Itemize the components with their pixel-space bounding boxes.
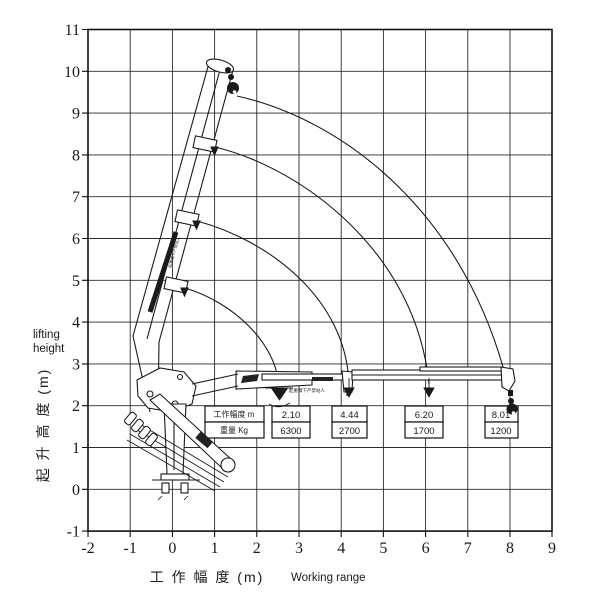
boom-logo-mid	[312, 377, 333, 381]
lift-cylinder	[147, 231, 179, 313]
load-table-text: 工作幅度 m 重量 Kg 2.10 6300 4.44 2700 6.20 17…	[214, 409, 512, 437]
y-tick: 0	[72, 482, 80, 499]
y-axis-label-en-line2: height	[33, 343, 65, 355]
foot-right	[180, 482, 189, 494]
y-tick: -1	[67, 524, 80, 541]
x-tick: -2	[81, 540, 94, 557]
weight-value: 1200	[490, 426, 511, 437]
jib-logo	[195, 431, 213, 449]
y-tick: 7	[72, 189, 80, 206]
y-tick: 2	[72, 398, 80, 415]
weight-value: 2700	[339, 426, 360, 437]
warning-text: 起重臂下严禁站人	[289, 387, 325, 394]
table-header-weight-cell	[204, 421, 265, 439]
arc-radius-8-01	[236, 95, 510, 391]
arc-radius-6-20	[214, 146, 430, 385]
load-table	[204, 405, 519, 439]
crane-folded-jib	[124, 393, 236, 492]
x-tick: 7	[464, 540, 472, 557]
y-tick: 5	[72, 273, 80, 290]
y-tick: 3	[72, 356, 80, 373]
table-cell	[404, 421, 444, 439]
radius-value: 4.44	[340, 410, 359, 421]
y-tick: 9	[72, 106, 80, 123]
radius-value: 6.20	[415, 410, 434, 421]
down-arrow-marker	[271, 388, 288, 401]
x-tick: 0	[168, 540, 176, 557]
table-cell	[484, 421, 519, 439]
foot-left	[161, 482, 170, 494]
y-tick: 10	[64, 64, 80, 81]
pedestal	[160, 473, 190, 481]
crane-horizontal-boom	[235, 366, 516, 396]
y-tick: 11	[65, 22, 80, 39]
x-tick: 6	[422, 540, 430, 557]
y-axis-tick-labels: 11 10 9 8 7 6 5 4 3 2 1 0 -1	[64, 22, 80, 541]
table-header-radius: 工作幅度 m	[214, 409, 255, 419]
arc-radius-4-44	[196, 220, 350, 385]
x-tick: 3	[295, 540, 303, 557]
boom-head	[500, 366, 516, 392]
radius-value: 2.10	[282, 410, 301, 421]
working-range-arcs	[184, 95, 510, 391]
weight-value: 1700	[413, 426, 434, 437]
x-axis-label-en: Working range	[291, 572, 366, 584]
x-tick: 9	[548, 540, 556, 557]
boom-logo-left	[241, 374, 259, 383]
y-tick: 1	[72, 440, 80, 457]
x-tick: 4	[337, 540, 345, 557]
top-hook	[225, 67, 239, 94]
x-tick: 8	[506, 540, 514, 557]
x-axis-tick-labels: -2 -1 0 1 2 3 4 5 6 7 8 9	[81, 540, 556, 557]
x-tick: -1	[124, 540, 137, 557]
y-tick: 6	[72, 231, 80, 248]
right-hook	[506, 390, 518, 415]
table-cell	[331, 421, 368, 439]
axis-ticks	[82, 28, 553, 537]
radius-markers	[265, 378, 435, 408]
table-cell	[271, 421, 311, 439]
x-tick: 2	[253, 540, 261, 557]
radius-value: 8.01	[492, 410, 511, 421]
collar-hook-2	[192, 220, 201, 231]
weight-value: 6300	[280, 426, 301, 437]
down-arrow-marker	[423, 387, 435, 398]
y-tick: 4	[72, 315, 80, 332]
crane-raised-boom	[132, 58, 235, 413]
x-axis-label-zh: 工 作 幅 度 (m)	[150, 569, 265, 585]
collar-hook-3	[180, 287, 189, 298]
y-axis-label-zh: 起 升 高 度 (m)	[35, 368, 51, 483]
table-header-weight: 重量 Kg	[220, 425, 248, 435]
collar-hook-1	[210, 146, 219, 157]
y-tick: 8	[72, 147, 80, 164]
down-arrow-marker	[343, 387, 355, 398]
x-tick: 5	[379, 540, 387, 557]
x-tick: 1	[211, 540, 219, 557]
grid	[88, 29, 552, 532]
y-axis-label-en-line1: lifting	[33, 329, 60, 341]
